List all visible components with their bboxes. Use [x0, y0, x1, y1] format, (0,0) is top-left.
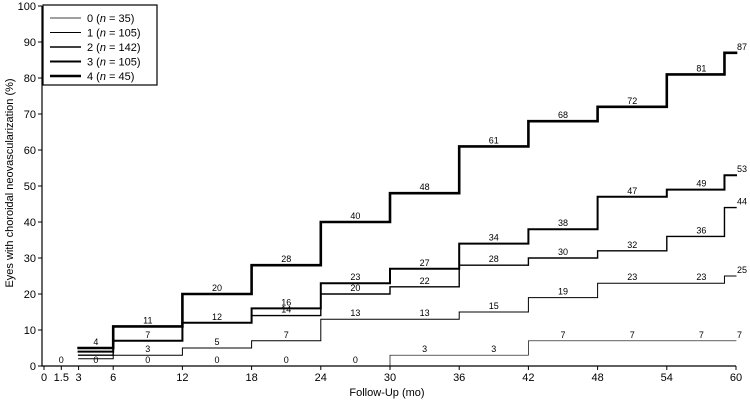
data-label: 7	[560, 330, 565, 340]
data-label: 49	[696, 179, 706, 189]
data-label: 28	[281, 254, 291, 264]
y-tick-label: 70	[24, 109, 36, 121]
x-tick-label: 3	[76, 372, 82, 384]
data-label: 81	[696, 63, 706, 73]
data-label: 0	[214, 355, 219, 365]
y-axis-title: Eyes with choroidal neovascularization (…	[4, 78, 16, 287]
data-label: 38	[558, 218, 568, 228]
data-label: 3	[422, 344, 427, 354]
series-line-4	[77, 51, 738, 350]
data-label: 28	[489, 254, 499, 264]
data-label: 68	[558, 110, 568, 120]
data-label: 0	[353, 355, 358, 365]
data-label: 4	[93, 337, 98, 347]
data-label: 44	[737, 197, 747, 207]
data-label: 87	[737, 42, 747, 52]
data-label: 7	[145, 330, 150, 340]
x-axis-ticks: 0 1.5 3 6 12 18 24 30 36 42 48 54 60	[41, 366, 742, 384]
data-label: 27	[420, 258, 430, 268]
axes	[41, 6, 736, 367]
legend-entry-3: 3 (n = 105)	[87, 57, 141, 69]
y-tick-label: 40	[24, 217, 36, 229]
series-lines	[43, 51, 738, 367]
data-label: 0	[59, 355, 64, 365]
y-tick-label: 50	[24, 181, 36, 193]
x-tick-label: 18	[245, 372, 257, 384]
series-line-2	[77, 206, 737, 356]
data-label: 36	[696, 225, 706, 235]
data-label: 23	[350, 272, 360, 282]
y-tick-label: 20	[24, 289, 36, 301]
legend: 0 (n = 35) 1 (n = 105) 2 (n = 142) 3 (n = 1…	[42, 4, 158, 86]
x-tick-label: 54	[661, 372, 673, 384]
data-label: 19	[558, 287, 568, 297]
legend-entry-0: 0 (n = 35)	[87, 13, 134, 25]
legend-entry-1: 1 (n = 105)	[87, 28, 141, 40]
x-tick-label: 24	[315, 372, 327, 384]
data-label: 0	[284, 355, 289, 365]
data-label: 61	[489, 135, 499, 145]
x-tick-label: 30	[384, 372, 396, 384]
y-tick-label: 90	[24, 37, 36, 49]
data-label: 32	[627, 240, 637, 250]
data-label: 23	[627, 272, 637, 282]
data-label: 11	[143, 315, 152, 325]
x-tick-label: 36	[453, 372, 465, 384]
y-tick-label: 80	[24, 73, 36, 85]
data-label: 16	[281, 297, 291, 307]
y-tick-label: 10	[24, 325, 36, 337]
data-label: 22	[420, 276, 430, 286]
data-label: 3	[145, 344, 150, 354]
legend-entry-4: 4 (n = 45)	[87, 71, 134, 83]
y-axis-ticks: 0 10 20 30 40 50 60 70 80 90 100	[18, 1, 42, 373]
legend-entry-2: 2 (n = 142)	[87, 42, 141, 54]
data-label: 5	[214, 337, 219, 347]
data-label: 15	[489, 301, 499, 311]
data-label: 23	[696, 272, 706, 282]
data-label: 7	[284, 330, 289, 340]
x-tick-label: 48	[591, 372, 603, 384]
y-tick-label: 0	[30, 361, 36, 373]
x-tick-label: 0	[41, 372, 47, 384]
data-label: 20	[212, 283, 222, 293]
y-tick-label: 100	[18, 1, 36, 13]
data-label: 7	[737, 330, 742, 340]
data-label: 40	[350, 211, 360, 221]
data-label: 0	[93, 355, 98, 365]
y-tick-label: 60	[24, 145, 36, 157]
x-tick-label: 12	[176, 372, 188, 384]
x-tick-label: 60	[730, 372, 742, 384]
data-label: 20	[350, 283, 360, 293]
y-tick-label: 30	[24, 253, 36, 265]
data-label: 30	[558, 247, 568, 257]
data-label: 47	[627, 186, 637, 196]
data-label: 25	[737, 265, 747, 275]
data-label: 7	[630, 330, 635, 340]
data-label: 7	[699, 330, 704, 340]
data-label: 14	[281, 305, 291, 315]
data-label: 53	[737, 164, 747, 174]
data-label: 48	[420, 182, 430, 192]
data-label: 0	[145, 355, 150, 365]
x-tick-label: 1.5	[54, 372, 69, 384]
series-line-1	[78, 275, 737, 360]
series-line-3	[77, 174, 737, 353]
x-tick-label: 42	[522, 372, 534, 384]
x-tick-label: 6	[110, 372, 116, 384]
data-label: 13	[420, 308, 430, 318]
data-label: 34	[489, 233, 499, 243]
x-axis-title: Follow-Up (mo)	[349, 387, 424, 399]
data-label: 3	[491, 344, 496, 354]
data-label: 12	[212, 312, 222, 322]
data-label: 72	[627, 96, 637, 106]
data-label: 13	[350, 308, 360, 318]
